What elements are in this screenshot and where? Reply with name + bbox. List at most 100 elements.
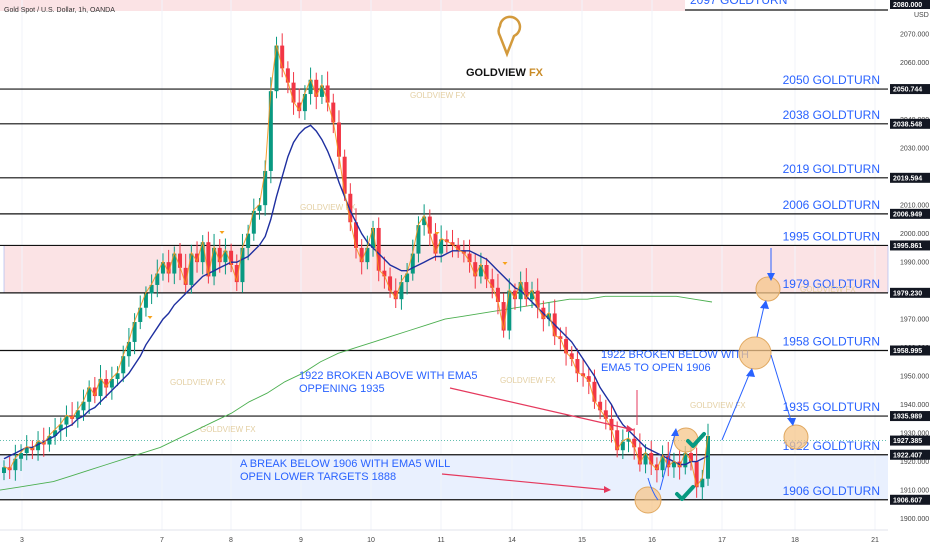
candle-body (178, 253, 182, 268)
candle-body (212, 247, 217, 277)
price-tick-label: 1910.000 (900, 488, 929, 495)
red-arrowhead-lower (604, 486, 611, 493)
candle-body (688, 453, 693, 462)
candle-body (183, 267, 188, 285)
price-tag (890, 118, 930, 129)
time-tick-label: 18 (791, 537, 799, 544)
candle-body (104, 378, 109, 388)
candle-body (371, 227, 376, 248)
price-tag-label: 1922.407 (893, 452, 922, 459)
candle-body (268, 91, 273, 171)
zones-layer (0, 0, 889, 500)
candle-body (160, 262, 165, 274)
price-tag (890, 240, 930, 251)
drawing-layer (441, 248, 809, 514)
candle-body (456, 245, 461, 251)
price-tag-label: 1906.607 (893, 497, 922, 504)
price-tick-label: 1970.000 (900, 317, 929, 324)
candle-body (58, 424, 63, 431)
candle-body (666, 455, 671, 468)
ema-layer (3, 44, 709, 488)
candle-body (285, 68, 290, 83)
candle-body (620, 441, 625, 451)
candle-body (649, 453, 654, 465)
candle-body (64, 416, 69, 425)
candle-body (490, 279, 495, 288)
candle-body (507, 290, 512, 331)
candle-body (336, 122, 341, 157)
top-price-label: 2080.000 (893, 2, 922, 9)
watermark-layer: GOLDVIEW FX GOLDVIEW FX GOLDVIEW FX GOLDVIE… (170, 91, 856, 434)
candle-body (342, 156, 347, 194)
markers-layer (147, 231, 508, 319)
candle-body (280, 45, 285, 69)
annotation-1906-break: A BREAK BELOW 1906 WITH EMA5 WILL OPEN L… (240, 458, 450, 483)
candle-body (512, 290, 517, 300)
candle-body (575, 359, 580, 374)
candle-body (172, 253, 177, 274)
blue-arrowhead (671, 428, 679, 436)
candle-body (132, 321, 137, 342)
ma-long-layer (0, 295, 713, 491)
candle-body (53, 430, 58, 436)
price-tag (890, 208, 930, 219)
top-zone (0, 0, 685, 11)
candle-body (81, 401, 86, 411)
candle-body (223, 250, 228, 263)
price-tick-label: 2010.000 (900, 203, 929, 210)
blue-arrowhead (787, 418, 796, 426)
candle-body (2, 467, 6, 474)
candle-body (439, 239, 444, 254)
price-tick-label: 1990.000 (900, 260, 929, 267)
blue-arrow-path (721, 369, 752, 441)
candle-body (297, 102, 302, 112)
signal-marker (434, 232, 440, 235)
price-tag-label: 2038.548 (893, 121, 922, 128)
price-tick-label: 2070.000 (900, 32, 929, 39)
price-tick-label: 1920.000 (900, 459, 929, 466)
price-tag (890, 345, 930, 356)
candle-body (354, 222, 358, 248)
candle-body (200, 242, 205, 263)
time-tick-label: 10 (367, 537, 375, 544)
candle-body (195, 253, 200, 263)
candle-body (530, 290, 534, 300)
target-circle (634, 486, 662, 514)
watermark-text: GOLDVIEW FX (410, 91, 466, 100)
annotation-line: OPEN LOWER TARGETS 1888 (240, 471, 396, 483)
candle-body (416, 225, 421, 254)
candle-body (229, 250, 234, 265)
signal-marker (219, 231, 225, 234)
candle-body (535, 290, 540, 308)
price-tick-label: 2030.000 (900, 146, 929, 153)
candle-body (382, 270, 387, 277)
candle-body (643, 453, 648, 465)
candle-body (121, 356, 126, 374)
candle-body (47, 435, 52, 445)
candle-body (87, 387, 92, 402)
candle-body (433, 233, 438, 254)
price-tag (890, 494, 930, 505)
candle-body (478, 265, 483, 277)
candle-body (166, 262, 171, 274)
candle-body (524, 282, 529, 300)
annotation-1922-below: 1922 BROKEN BELOW WITH EMA5 TO OPEN 1906 (601, 349, 749, 374)
candle-body (450, 242, 455, 246)
time-axis[interactable]: 3 7 8 9 10 11 14 15 16 17 18 21 (0, 529, 888, 544)
price-tick-label: 1900.000 (900, 516, 929, 523)
candle-body (473, 262, 478, 277)
candle-body (365, 247, 370, 263)
candle-body (615, 430, 620, 451)
target-circle (673, 427, 699, 453)
price-tick-label: 2060.000 (900, 60, 929, 67)
candle-body (399, 282, 404, 300)
candle-body (36, 441, 41, 451)
candle-body (388, 276, 393, 291)
watermark-text: GOLDVIEW FX (170, 378, 226, 387)
candle-body (671, 461, 676, 468)
blue-arrow-path (647, 477, 659, 501)
price-axis[interactable]: 1900.000 1910.000 1920.000 1930.000 1940.000… (889, 0, 931, 550)
price-tag-label: 2050.744 (893, 87, 922, 94)
price-tag-label: 1935.989 (893, 414, 922, 421)
